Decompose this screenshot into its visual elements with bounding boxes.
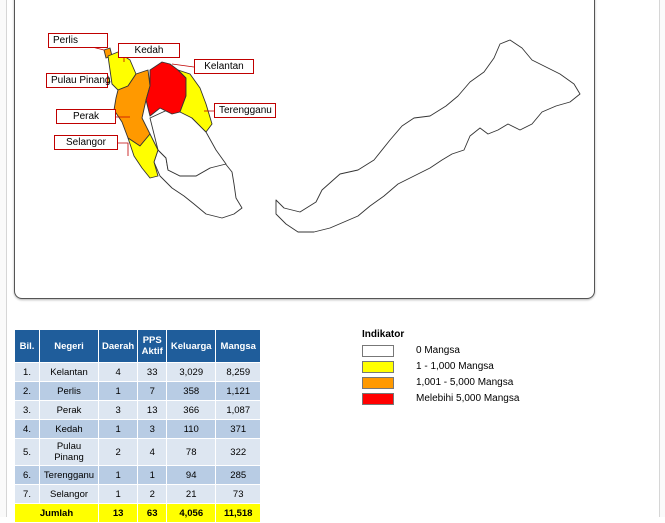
cell-mangsa: 285 [215,465,262,485]
cell-daerah: 1 [97,465,139,485]
cell-bil: 1. [14,362,40,382]
cell-negeri: Perlis [39,381,99,401]
callout-terengganu: Terengganu [214,103,276,118]
cell-total-daerah: 13 [97,503,139,523]
callout-pulau-pinang: Pulau Pinang [46,73,111,88]
col-header-negeri: Negeri [39,329,99,363]
cell-total-mangsa: 11,518 [215,503,262,523]
cell-daerah: 2 [97,438,139,466]
region-east-malaysia [275,39,581,233]
cell-pps: 3 [137,419,168,439]
page-edge-left [0,0,7,517]
col-header-mangsa: Mangsa [215,329,262,363]
cell-mangsa: 73 [215,484,262,504]
cell-pps: 2 [137,484,168,504]
table-row: 7. Selangor 1 2 21 73 [14,484,262,504]
cell-keluarga: 21 [166,484,217,504]
legend-label: 0 Mangsa [416,345,460,356]
cell-bil: 5. [14,438,40,466]
legend-title: Indikator [362,329,405,340]
legend-swatch-mid [362,376,394,389]
cell-mangsa: 8,259 [215,362,262,382]
flood-victims-table: Bil. Negeri Daerah PPS Aktif Keluarga Ma… [14,329,262,523]
map-legend: Indikator 0 Mangsa 1 - 1,000 Mangsa 1,00… [362,329,519,407]
table-row: 2. Perlis 1 7 358 1,121 [14,381,262,401]
legend-swatch-high [362,392,394,405]
table-row: 5. Pulau Pinang 2 4 78 322 [14,438,262,466]
callout-kelantan: Kelantan [194,59,254,74]
cell-total-pps: 63 [137,503,168,523]
legend-label: 1 - 1,000 Mangsa [416,361,494,372]
legend-item: Melebihi 5,000 Mangsa [362,391,519,406]
cell-keluarga: 94 [166,465,217,485]
region-terengganu [177,69,213,133]
cell-bil: 7. [14,484,40,504]
legend-item: 1,001 - 5,000 Mangsa [362,375,519,390]
cell-mangsa: 1,087 [215,400,262,420]
cell-keluarga: 366 [166,400,217,420]
cell-total-keluarga: 4,056 [166,503,217,523]
cell-daerah: 1 [97,484,139,504]
legend-label: Melebihi 5,000 Mangsa [416,393,520,404]
table-total-row: Jumlah 13 63 4,056 11,518 [14,503,262,523]
malaysia-map [91,39,581,233]
leader-kelantan [171,63,195,68]
legend-swatch-none [362,344,394,357]
callout-perak: Perak [56,109,116,124]
cell-pps: 4 [137,438,168,466]
legend-item: 0 Mangsa [362,343,519,358]
cell-pps: 13 [137,400,168,420]
cell-keluarga: 110 [166,419,217,439]
table-row: 1. Kelantan 4 33 3,029 8,259 [14,362,262,382]
col-header-keluarga: Keluarga [166,329,217,363]
cell-negeri: Perak [39,400,99,420]
callout-kedah: Kedah [118,43,180,58]
callout-selangor: Selangor [54,135,118,150]
legend-label: 1,001 - 5,000 Mangsa [416,377,514,388]
col-header-bil: Bil. [14,329,40,363]
cell-mangsa: 1,121 [215,381,262,401]
cell-keluarga: 3,029 [166,362,217,382]
table-header-row: Bil. Negeri Daerah PPS Aktif Keluarga Ma… [14,329,262,363]
cell-bil: 3. [14,400,40,420]
region-kelantan [145,61,187,117]
page-edge-right [659,0,665,517]
cell-pps: 33 [137,362,168,382]
cell-pps: 1 [137,465,168,485]
cell-bil: 2. [14,381,40,401]
table-row: 4. Kedah 1 3 110 371 [14,419,262,439]
cell-negeri: Terengganu [39,465,99,485]
region-selangor [127,133,159,179]
cell-bil: 4. [14,419,40,439]
cell-mangsa: 371 [215,419,262,439]
legend-item: 1 - 1,000 Mangsa [362,359,519,374]
col-header-daerah: Daerah [97,329,139,363]
leader-selangor [116,142,129,156]
col-header-pps: PPS Aktif [137,329,168,363]
table-row: 3. Perak 3 13 366 1,087 [14,400,262,420]
cell-bil: 6. [14,465,40,485]
cell-total-label: Jumlah [14,503,99,523]
legend-swatch-low [362,360,394,373]
cell-negeri: Kelantan [39,362,99,382]
cell-daerah: 3 [97,400,139,420]
cell-keluarga: 358 [166,381,217,401]
cell-negeri: Selangor [39,484,99,504]
table-row: 6. Terengganu 1 1 94 285 [14,465,262,485]
cell-keluarga: 78 [166,438,217,466]
cell-mangsa: 322 [215,438,262,466]
cell-negeri: Kedah [39,419,99,439]
cell-negeri: Pulau Pinang [39,438,99,466]
cell-daerah: 4 [97,362,139,382]
cell-daerah: 1 [97,381,139,401]
cell-daerah: 1 [97,419,139,439]
callout-perlis: Perlis [48,33,108,48]
cell-pps: 7 [137,381,168,401]
